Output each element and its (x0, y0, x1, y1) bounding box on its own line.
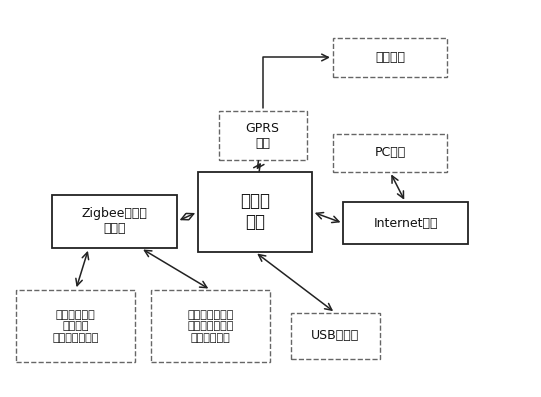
FancyBboxPatch shape (333, 39, 447, 77)
FancyBboxPatch shape (198, 172, 312, 252)
FancyBboxPatch shape (291, 313, 380, 358)
Text: 嵌入式
网关: 嵌入式 网关 (240, 193, 270, 231)
Text: Internet网络: Internet网络 (373, 217, 438, 230)
Text: 温湿度传感器
光传感器
热释红外传感器: 温湿度传感器 光传感器 热释红外传感器 (52, 310, 99, 343)
Text: GPRS
模块: GPRS 模块 (246, 121, 280, 150)
FancyBboxPatch shape (343, 202, 468, 244)
FancyBboxPatch shape (219, 111, 307, 160)
Text: USB摄像头: USB摄像头 (311, 329, 360, 342)
FancyBboxPatch shape (151, 290, 270, 362)
Text: Zigbee无线传
感网络: Zigbee无线传 感网络 (82, 207, 148, 235)
Text: PC用户: PC用户 (374, 146, 406, 159)
Text: 加热器执行单元
加湿器执行单元
风扇执行单元: 加热器执行单元 加湿器执行单元 风扇执行单元 (188, 310, 234, 343)
FancyBboxPatch shape (333, 134, 447, 172)
FancyBboxPatch shape (16, 290, 135, 362)
Text: 手机用户: 手机用户 (375, 51, 405, 64)
FancyBboxPatch shape (52, 195, 177, 248)
